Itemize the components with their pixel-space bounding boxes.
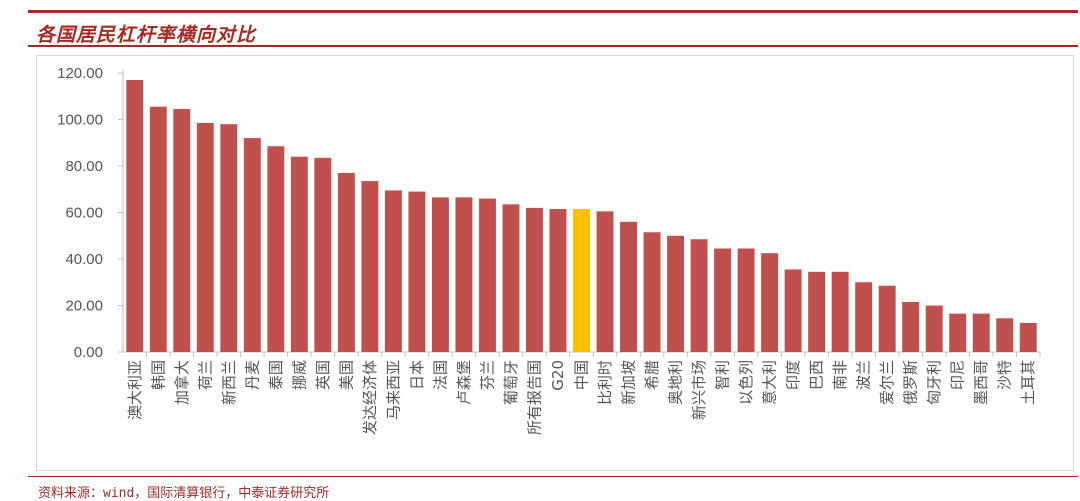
x-tick-label: 韩国 <box>149 360 167 390</box>
y-tick-label: 20.00 <box>65 298 103 315</box>
x-tick-label: 沙特 <box>996 360 1014 390</box>
x-tick-label: 卢森堡 <box>455 360 473 405</box>
bar <box>243 138 261 352</box>
bar <box>478 198 496 352</box>
bar <box>431 197 449 352</box>
x-tick-label: 挪威 <box>290 360 308 390</box>
bar <box>949 313 967 352</box>
header-bottom-rule <box>28 45 1078 47</box>
bar <box>737 248 755 352</box>
bar <box>761 253 779 352</box>
bar <box>996 318 1014 352</box>
x-tick-label: 美国 <box>337 360 355 390</box>
bar <box>384 190 402 352</box>
x-tick-label: 所有报告国 <box>525 360 543 435</box>
bar <box>290 156 308 352</box>
header-top-rule <box>28 10 1078 13</box>
y-tick-label: 0.00 <box>74 344 103 361</box>
x-tick-label: 新加坡 <box>620 360 638 405</box>
bar <box>925 305 943 352</box>
bar <box>220 124 238 353</box>
x-tick-label: 匈牙利 <box>925 360 943 405</box>
chart-title: 各国居民杠杆率横向对比 <box>36 24 257 46</box>
bar <box>831 271 849 352</box>
bar <box>361 181 379 352</box>
y-tick-label: 40.00 <box>65 251 103 268</box>
x-tick-label: 芬兰 <box>478 360 496 390</box>
x-tick-label: 奥地利 <box>667 360 685 405</box>
x-tick-label: 俄罗斯 <box>902 360 920 405</box>
y-tick-label: 60.00 <box>65 205 103 222</box>
bar <box>690 239 708 352</box>
x-tick-label: 法国 <box>431 360 449 390</box>
x-tick-label: 土耳其 <box>1019 360 1037 405</box>
bar <box>878 285 896 352</box>
x-tick-label: 马来西亚 <box>384 360 402 420</box>
bar <box>808 271 826 352</box>
x-tick-label: 巴西 <box>808 360 826 390</box>
x-tick-label: 墨西哥 <box>972 360 990 405</box>
x-tick-label: 意大利 <box>761 360 779 405</box>
bar <box>549 209 567 352</box>
bar <box>502 204 520 352</box>
bar <box>714 248 732 352</box>
bar <box>643 232 661 352</box>
bar <box>173 109 191 352</box>
x-tick-label: 葡萄牙 <box>502 360 520 405</box>
bar <box>1019 322 1037 352</box>
bar <box>620 221 637 352</box>
x-tick-label: 以色列 <box>737 360 755 405</box>
x-tick-label: 英国 <box>314 360 332 390</box>
x-tick-label: 新兴市场 <box>690 360 708 420</box>
x-tick-label: 荷兰 <box>196 360 214 390</box>
x-tick-label: 智利 <box>714 360 732 390</box>
bar <box>455 197 473 352</box>
bar <box>784 269 802 352</box>
bar <box>972 313 990 352</box>
bar <box>126 79 144 352</box>
bar <box>314 157 332 352</box>
x-tick-label: 澳大利亚 <box>126 360 144 420</box>
footer-rule <box>28 476 1078 477</box>
bar <box>337 172 355 352</box>
source-note: 资料来源：wind，国际清算银行，中泰证券研究所 <box>38 486 330 501</box>
x-tick-label: 丹麦 <box>243 360 261 390</box>
y-tick-label: 100.00 <box>57 112 103 129</box>
x-tick-label: G20 <box>549 360 567 391</box>
x-tick-label: 加拿大 <box>173 360 191 405</box>
x-tick-label: 中国 <box>573 360 591 390</box>
x-tick-label: 印尼 <box>949 360 967 390</box>
bar <box>596 211 614 352</box>
bar <box>902 302 920 352</box>
x-tick-label: 希腊 <box>643 360 661 390</box>
y-tick-label: 80.00 <box>65 158 103 175</box>
x-tick-label: 泰国 <box>267 360 285 390</box>
x-tick-label: 发达经济体 <box>361 360 379 435</box>
plot-frame <box>36 55 1074 471</box>
bar <box>149 106 167 353</box>
x-tick-label: 波兰 <box>855 360 873 390</box>
bar <box>408 191 426 352</box>
x-tick-label: 新西兰 <box>220 360 238 405</box>
x-tick-label: 南非 <box>831 360 849 390</box>
bar-highlight <box>573 209 590 352</box>
bar <box>667 235 685 352</box>
x-tick-label: 比利时 <box>596 360 614 405</box>
bar <box>196 122 214 353</box>
x-tick-label: 爱尔兰 <box>878 360 896 405</box>
bar <box>855 282 873 352</box>
bar <box>267 146 285 352</box>
bar <box>526 207 543 352</box>
x-tick-label: 日本 <box>408 360 426 390</box>
x-tick-label: 印度 <box>784 360 802 390</box>
y-tick-label: 120.00 <box>57 65 103 82</box>
